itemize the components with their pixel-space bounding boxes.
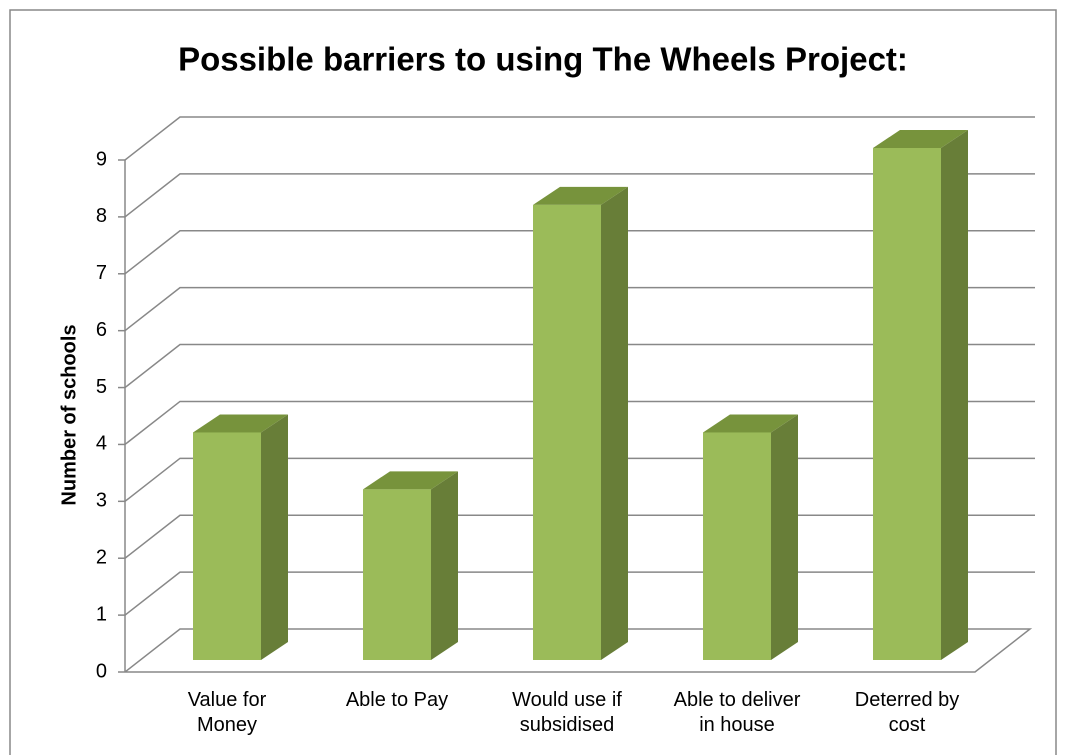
x-tick-label: Value for Money bbox=[187, 689, 267, 736]
y-tick-label: 4 bbox=[96, 433, 107, 455]
x-tick-label: Able to deliver in house bbox=[673, 689, 801, 736]
x-tick-label: Would use if subsidised bbox=[512, 689, 622, 736]
bar-top bbox=[703, 414, 798, 433]
grid-line bbox=[124, 230, 1035, 275]
grid-line bbox=[124, 343, 1035, 389]
bar bbox=[703, 432, 771, 660]
y-tick-label: 8 bbox=[96, 205, 107, 227]
x-tick-label: Deterred by cost bbox=[854, 689, 960, 736]
bar bbox=[873, 148, 941, 660]
bar bbox=[193, 432, 261, 660]
y-tick-label: 0 bbox=[96, 660, 107, 682]
chart-border bbox=[9, 9, 1057, 755]
bar bbox=[363, 489, 431, 660]
bar-side bbox=[941, 130, 968, 660]
bar-top bbox=[533, 186, 628, 205]
y-tick-label: 9 bbox=[96, 148, 107, 170]
bar-side bbox=[771, 414, 798, 660]
y-tick-label: 7 bbox=[96, 262, 107, 284]
grid-line bbox=[124, 173, 1035, 218]
y-tick-label: 2 bbox=[96, 547, 107, 569]
y-tick-label: 1 bbox=[96, 603, 107, 625]
bar-side bbox=[601, 186, 628, 660]
chart-title: Possible barriers to using The Wheels Pr… bbox=[178, 41, 908, 78]
bar-side bbox=[431, 471, 458, 660]
x-tick-label: Able to Pay bbox=[345, 689, 449, 711]
bar-top bbox=[363, 471, 458, 490]
y-axis-label: Number of schools bbox=[58, 324, 80, 505]
bar bbox=[533, 204, 601, 660]
y-tick-label: 5 bbox=[96, 376, 107, 398]
grid-line bbox=[124, 400, 1035, 446]
bar-top bbox=[193, 414, 288, 433]
bar-top bbox=[873, 130, 968, 148]
grid-line bbox=[124, 628, 1033, 673]
y-tick-label: 3 bbox=[96, 490, 107, 512]
y-tick-label: 6 bbox=[96, 319, 107, 341]
grid-line bbox=[124, 116, 1035, 161]
grid-line bbox=[124, 286, 1035, 332]
bar-side bbox=[261, 414, 288, 660]
